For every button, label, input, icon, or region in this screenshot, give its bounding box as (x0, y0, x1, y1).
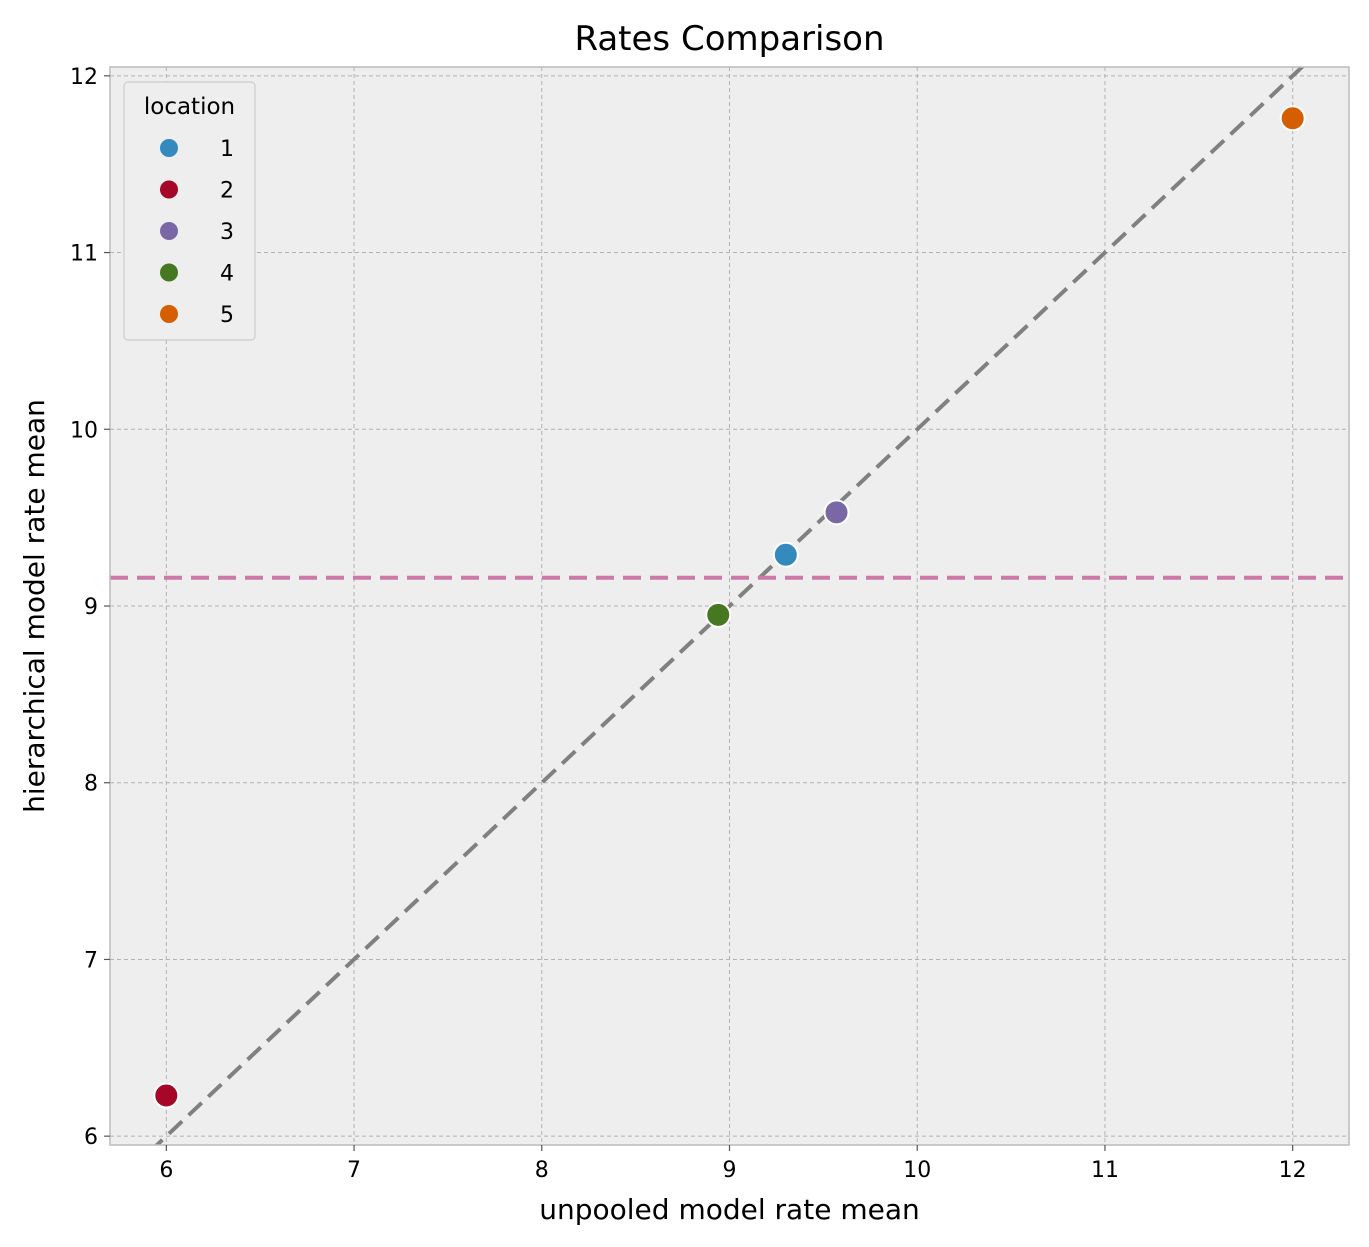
legend-label-5: 5 (220, 303, 234, 328)
y-tick-label-10: 10 (70, 418, 98, 443)
y-tick-label-6: 6 (84, 1125, 98, 1150)
identity-line (154, 67, 1305, 1145)
x-tick-label-12: 12 (1279, 1158, 1307, 1183)
x-tick-label-11: 11 (1091, 1158, 1119, 1183)
x-tick-label-7: 7 (347, 1158, 361, 1183)
legend-label-4: 4 (220, 262, 234, 287)
point-location-5 (1279, 105, 1306, 132)
legend-label-2: 2 (220, 179, 234, 204)
chart-title: Rates Comparison (574, 19, 884, 59)
y-tick-label-8: 8 (84, 772, 98, 797)
legend-marker-2 (160, 180, 178, 199)
x-tick-label-9: 9 (723, 1158, 737, 1183)
point-location-4 (705, 601, 732, 628)
x-tick-label-6: 6 (159, 1158, 173, 1183)
legend: location 1 2 3 4 5 (123, 81, 256, 341)
data-points (153, 105, 1306, 1109)
legend-title: location (144, 94, 235, 120)
legend-marker-5 (160, 305, 178, 323)
legend-box (123, 81, 256, 341)
point-location-2 (153, 1082, 180, 1109)
reference-lines (110, 67, 1349, 1145)
y-tick-label-12: 12 (70, 65, 98, 90)
y-tick-label-7: 7 (84, 948, 98, 973)
legend-label-3: 3 (220, 220, 234, 245)
x-tick-label-8: 8 (535, 1158, 549, 1183)
x-axis-label: unpooled model rate mean (539, 1193, 919, 1226)
y-axis-label: hierarchical model rate mean (18, 399, 51, 813)
point-location-1 (772, 541, 799, 568)
legend-label-1: 1 (220, 137, 234, 162)
y-tick-label-11: 11 (70, 242, 98, 267)
legend-marker-3 (160, 222, 178, 240)
legend-marker-4 (160, 263, 178, 282)
x-tick-label-10: 10 (903, 1158, 931, 1183)
y-tick-label-9: 9 (84, 595, 98, 620)
legend-marker-1 (160, 139, 178, 157)
point-location-3 (823, 499, 850, 526)
